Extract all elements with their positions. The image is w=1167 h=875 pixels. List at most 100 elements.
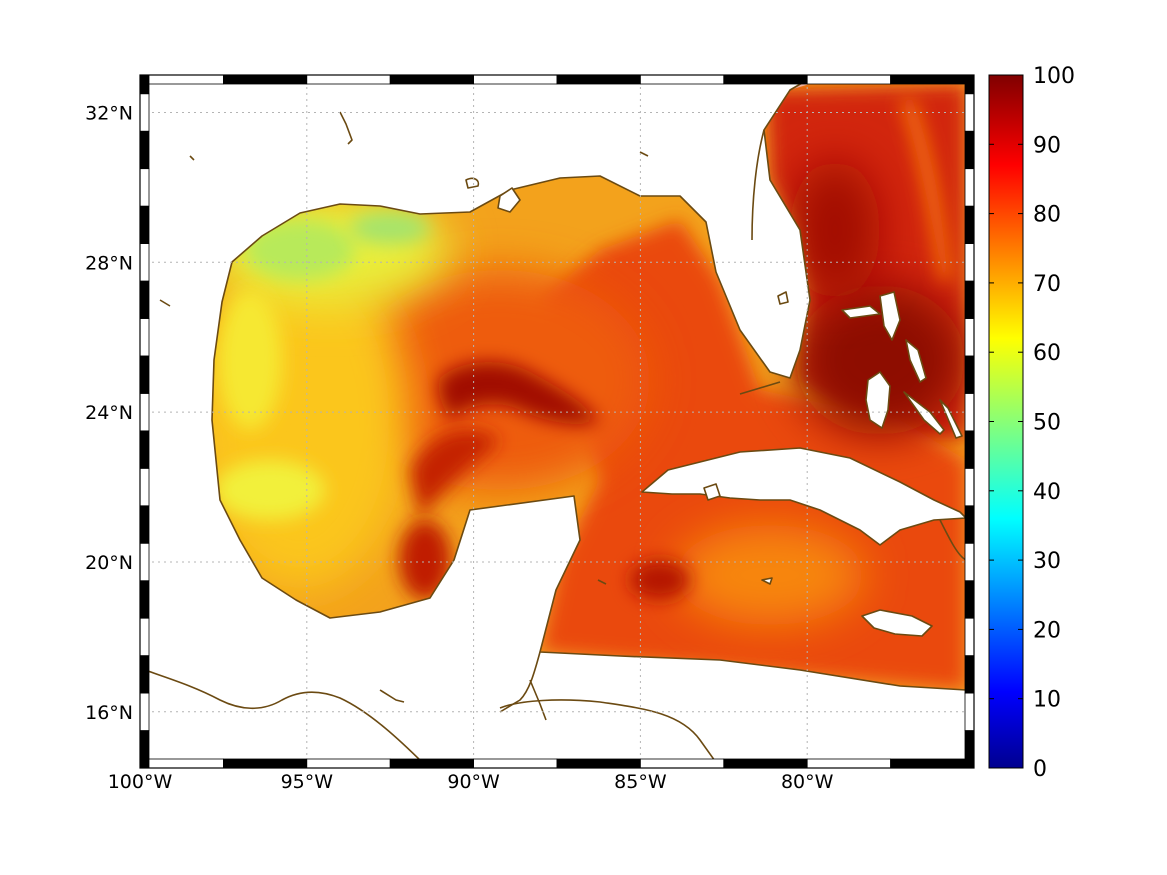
frame-segment-right [964, 93, 975, 132]
frame-segment-right [964, 318, 975, 357]
ne-fl-coast [751, 129, 765, 241]
caribbean-dark-patch [630, 560, 690, 600]
frame-segment-bottom [139, 758, 224, 769]
colorbar-gradient [988, 74, 1024, 769]
colorbar-tick-label: 50 [1033, 411, 1061, 436]
frame-segment-left [139, 617, 150, 657]
latitude-tick-label: 24°N [85, 402, 133, 424]
map-frame [139, 74, 975, 769]
frame-segment-right [964, 393, 975, 432]
frame-segment-right [964, 168, 975, 207]
frame-segment-bottom [640, 758, 725, 769]
frame-segment-left [139, 430, 150, 469]
frame-segment-right [964, 430, 975, 469]
frame-segment-right [964, 505, 975, 544]
frame-segment-left [139, 168, 150, 207]
campeche-dark-patch [399, 520, 451, 600]
frame-segment-left [139, 542, 150, 582]
frame-segment-left [139, 130, 150, 170]
frame-segment-left [139, 467, 150, 507]
colorbar-tick-label: 60 [1033, 341, 1061, 366]
bahamas-max-zone [795, 285, 965, 435]
gulf-eddy-arm [410, 430, 500, 520]
frame-segment-right [964, 655, 975, 694]
frame-segment-top [306, 74, 391, 85]
frame-segment-top [473, 74, 558, 85]
frame-segment-left [139, 730, 150, 769]
frame-segment-left [139, 505, 150, 544]
frame-segment-right [964, 243, 975, 282]
frame-segment-left [139, 580, 150, 619]
frame-segment-top [389, 74, 475, 85]
colorbar-tick-label: 100 [1033, 64, 1075, 89]
frame-segment-left [139, 205, 150, 244]
frame-segment-top [890, 74, 975, 85]
small-island-3 [159, 299, 171, 307]
colorbar-tick-label: 0 [1033, 757, 1047, 782]
eleuthera-land [905, 339, 927, 383]
atlantic-orange-streak [900, 100, 952, 280]
cayman-land [761, 577, 773, 585]
frame-segment-right [964, 467, 975, 507]
frame-segment-right [964, 205, 975, 244]
frame-segment-bottom [723, 758, 808, 769]
long-island-land [939, 399, 963, 439]
latitude-tick-labels: 32°N 28°N 24°N 20°N 16°N [85, 102, 133, 723]
frame-outline [139, 74, 975, 769]
frame-segment-top [556, 74, 641, 85]
andros-island-land [865, 371, 891, 429]
frame-segment-left [139, 280, 150, 319]
latitude-tick-label: 28°N [85, 252, 133, 274]
colorbar-tick-label: 40 [1033, 480, 1061, 505]
small-island-2 [189, 155, 195, 161]
small-island-7 [465, 177, 480, 189]
exuma-land [903, 391, 945, 435]
longitude-tick-label: 85°W [614, 771, 667, 793]
jamaica-land [861, 609, 933, 637]
longitude-tick-labels: 100°W 95°W 90°W 85°W 80°W [108, 771, 834, 793]
latitude-tick-label: 20°N [85, 552, 133, 574]
gulf-eddy-core [438, 361, 600, 425]
longitude-tick-label: 95°W [281, 771, 334, 793]
upper-texas-green [350, 212, 430, 244]
belize-coast [529, 679, 547, 721]
lake-okeechobee [777, 291, 789, 305]
colorbar: 0 10 20 30 40 50 60 70 80 90 100 [988, 64, 1075, 782]
abaco-land [879, 291, 901, 341]
frame-segment-top [723, 74, 808, 85]
keys-coast [739, 381, 781, 395]
frame-segment-right [964, 692, 975, 731]
frame-segment-right [964, 130, 975, 170]
small-island-5 [379, 689, 405, 703]
small-island-1 [339, 111, 353, 145]
frame-segment-right [964, 280, 975, 319]
frame-segment-right [964, 580, 975, 619]
frame-segment-bottom [222, 758, 308, 769]
mississippi-delta-land [497, 187, 521, 213]
frame-segment-top [222, 74, 308, 85]
colorbar-ticks: 0 10 20 30 40 50 60 70 80 90 100 [989, 64, 1075, 782]
central-america-coast [140, 667, 429, 768]
frame-segment-top [139, 74, 224, 85]
colorbar-tick-label: 90 [1033, 133, 1061, 158]
frame-segment-left [139, 393, 150, 432]
sst-field [140, 75, 974, 768]
longitude-tick-label: 100°W [108, 771, 173, 793]
frame-segment-bottom [890, 758, 975, 769]
frame-segment-right [964, 542, 975, 582]
frame-segment-left [139, 318, 150, 357]
frame-segment-bottom [306, 758, 391, 769]
small-island-6 [639, 151, 649, 157]
frame-segment-left [139, 655, 150, 694]
cuba-land [641, 447, 967, 546]
florida-strait-dark [790, 160, 880, 300]
colorbar-tick-label: 20 [1033, 618, 1061, 643]
coastline-detail [140, 111, 967, 768]
longitude-tick-label: 90°W [447, 771, 500, 793]
colorbar-tick-label: 10 [1033, 688, 1061, 713]
latitude-tick-label: 16°N [85, 702, 133, 724]
caribbean-orange-patch [675, 525, 865, 625]
frame-segment-top [640, 74, 725, 85]
grand-bahama-land [841, 305, 881, 319]
latitude-tick-label: 32°N [85, 102, 133, 124]
